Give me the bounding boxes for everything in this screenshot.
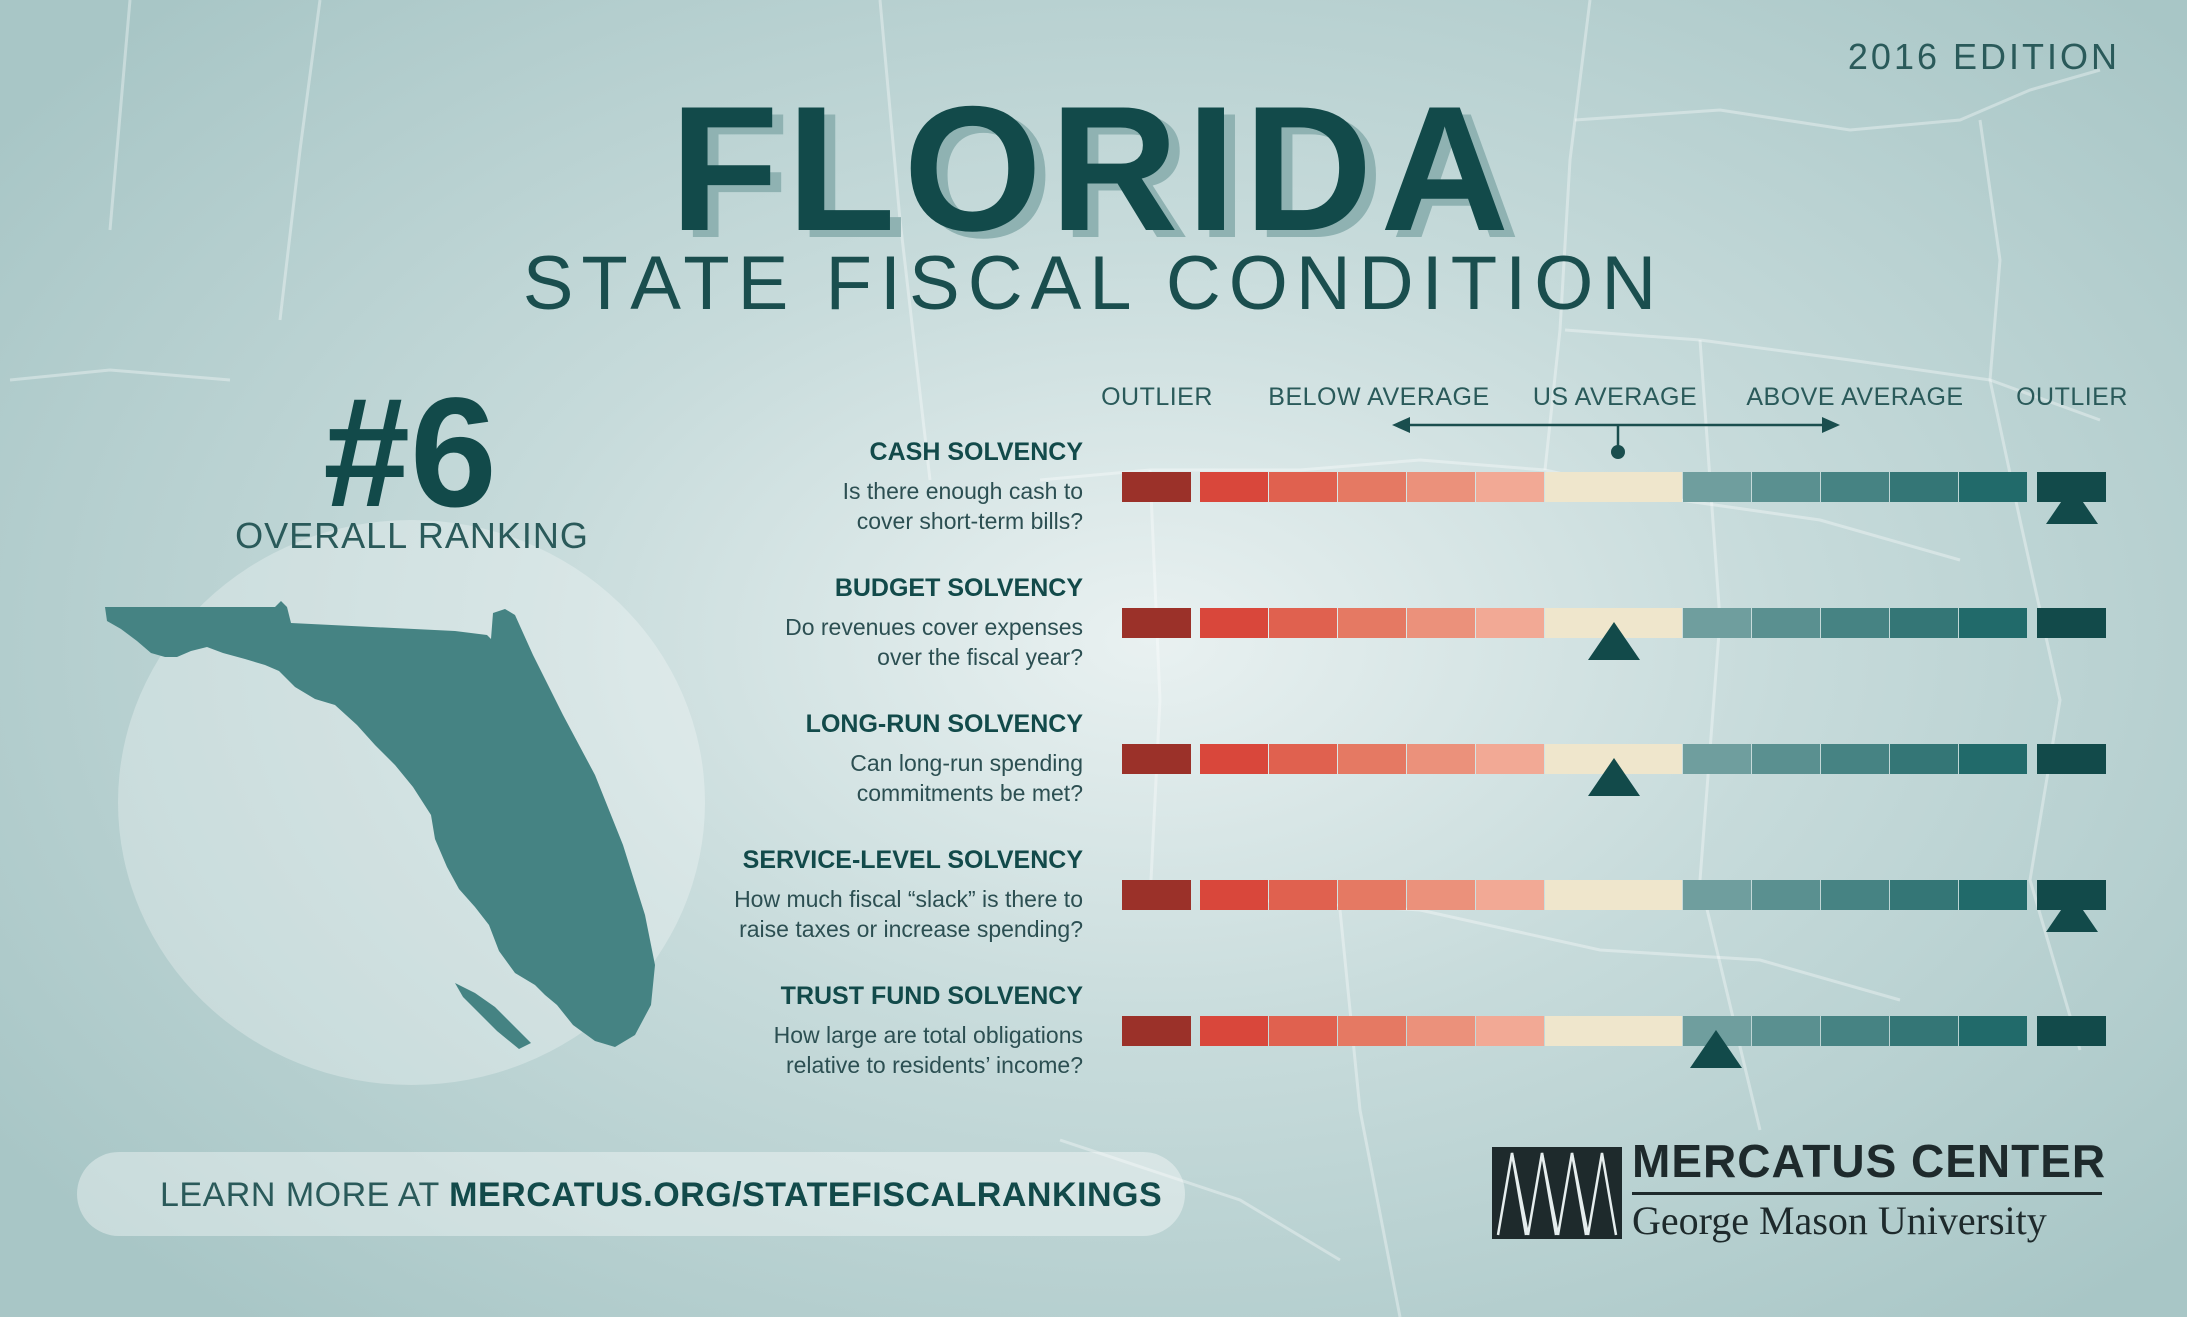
scale-label-3: ABOVE AVERAGE bbox=[1746, 383, 1963, 411]
bar-segment bbox=[1200, 744, 1268, 774]
bar-segment bbox=[1959, 880, 2027, 910]
page-title: FLORIDA bbox=[669, 69, 1517, 268]
bar-segment bbox=[1959, 1016, 2027, 1046]
bar-segment bbox=[1959, 608, 2027, 638]
bar-segment bbox=[1476, 744, 1544, 774]
category-title: LONG-RUN SOLVENCY bbox=[805, 710, 1083, 738]
mercatus-logo-icon bbox=[1492, 1147, 1622, 1239]
bar-segment bbox=[1200, 880, 1268, 910]
bar-segment bbox=[1122, 1016, 1191, 1046]
bar-segment bbox=[1890, 608, 1958, 638]
bar-segment bbox=[1200, 1016, 1268, 1046]
logo-subtitle: George Mason University bbox=[1632, 1198, 2047, 1243]
bar-segment bbox=[1752, 472, 1820, 502]
score-marker bbox=[1588, 758, 1640, 796]
score-marker bbox=[2046, 486, 2098, 524]
category-question: Is there enough cash to cover short-term… bbox=[842, 478, 1083, 534]
logo-name: MERCATUS CENTER bbox=[1632, 1135, 2107, 1187]
bar-segment bbox=[1338, 880, 1406, 910]
learn-more-text: LEARN MORE AT MERCATUS.ORG/STATEFISCALRA… bbox=[160, 1176, 1162, 1215]
bar-segment bbox=[1821, 472, 1889, 502]
bar-segment bbox=[1338, 608, 1406, 638]
logo-divider bbox=[1632, 1192, 2102, 1195]
bar-segment bbox=[1821, 880, 1889, 910]
bar-segment bbox=[1338, 1016, 1406, 1046]
scale-label-2: US AVERAGE bbox=[1533, 383, 1697, 411]
bar-segment bbox=[1269, 1016, 1337, 1046]
bar-segment bbox=[1476, 1016, 1544, 1046]
bar-segment bbox=[1959, 744, 2027, 774]
category-title: SERVICE-LEVEL SOLVENCY bbox=[742, 846, 1083, 874]
bar-segment bbox=[1545, 1016, 1682, 1046]
bar-segment bbox=[1338, 472, 1406, 502]
bar-segment bbox=[1122, 608, 1191, 638]
bar-segment bbox=[1407, 1016, 1475, 1046]
bar-segment bbox=[1890, 880, 1958, 910]
bar-segment bbox=[1122, 880, 1191, 910]
us-average-arrow bbox=[1392, 417, 1840, 459]
bar-segment bbox=[2037, 608, 2106, 638]
category-title: TRUST FUND SOLVENCY bbox=[780, 982, 1083, 1010]
score-marker bbox=[1588, 622, 1640, 660]
bar-segment bbox=[1407, 472, 1475, 502]
learn-more-link[interactable]: MERCATUS.ORG/STATEFISCALRANKINGS bbox=[449, 1176, 1163, 1214]
bar-segment bbox=[1338, 744, 1406, 774]
bar-segment bbox=[1545, 880, 1682, 910]
edition-label: 2016 EDITION bbox=[1847, 36, 2120, 77]
bar-segment bbox=[1683, 744, 1751, 774]
bar-segment bbox=[1200, 608, 1268, 638]
bar-segment bbox=[1752, 1016, 1820, 1046]
bar-segment bbox=[1407, 744, 1475, 774]
overall-rank-label: OVERALL RANKING bbox=[235, 515, 589, 556]
scale-label-4: OUTLIER bbox=[2016, 383, 2128, 411]
bar-segment bbox=[1407, 608, 1475, 638]
bar-segment bbox=[1752, 744, 1820, 774]
page-subtitle: STATE FISCAL CONDITION bbox=[522, 241, 1665, 326]
bar-segment bbox=[1200, 472, 1268, 502]
bar-segment bbox=[1122, 744, 1191, 774]
bar-segment bbox=[1821, 744, 1889, 774]
learn-more-pill bbox=[77, 1152, 1185, 1236]
category-question: How large are total obligations relative… bbox=[773, 1022, 1083, 1078]
category-question: Can long-run spending commitments be met… bbox=[850, 750, 1083, 806]
category-title: CASH SOLVENCY bbox=[869, 438, 1083, 466]
score-marker bbox=[2046, 894, 2098, 932]
bar-segment bbox=[1122, 472, 1191, 502]
bar-segment bbox=[1545, 472, 1682, 502]
bar-segment bbox=[1683, 880, 1751, 910]
scale-label-0: OUTLIER bbox=[1101, 383, 1213, 411]
bar-segment bbox=[1752, 608, 1820, 638]
score-marker bbox=[1690, 1030, 1742, 1068]
bar-segment bbox=[1269, 608, 1337, 638]
bar-segment bbox=[1476, 608, 1544, 638]
bar-segment bbox=[1821, 608, 1889, 638]
bar-segment bbox=[1407, 880, 1475, 910]
bar-segment bbox=[1821, 1016, 1889, 1046]
bar-segment bbox=[1890, 1016, 1958, 1046]
category-question: Do revenues cover expenses over the fisc… bbox=[785, 614, 1083, 670]
florida-map-icon bbox=[105, 601, 655, 1049]
bar-segment bbox=[1269, 472, 1337, 502]
bar-segment bbox=[1269, 880, 1337, 910]
bar-segment bbox=[1890, 744, 1958, 774]
learn-more-prefix: LEARN MORE AT bbox=[160, 1176, 450, 1214]
bar-segment bbox=[1476, 880, 1544, 910]
bar-segment bbox=[1752, 880, 1820, 910]
bar-segment bbox=[1959, 472, 2027, 502]
bar-segment bbox=[1476, 472, 1544, 502]
scale-label-1: BELOW AVERAGE bbox=[1268, 383, 1489, 411]
category-title: BUDGET SOLVENCY bbox=[834, 574, 1083, 602]
bar-segment bbox=[1683, 608, 1751, 638]
bar-segment bbox=[1890, 472, 1958, 502]
bar-segment bbox=[1683, 472, 1751, 502]
bar-segment bbox=[2037, 1016, 2106, 1046]
bar-segment bbox=[1269, 744, 1337, 774]
bar-segment bbox=[2037, 744, 2106, 774]
category-question: How much fiscal “slack” is there to rais… bbox=[734, 886, 1083, 942]
overall-rank-number: #6 bbox=[323, 366, 497, 540]
